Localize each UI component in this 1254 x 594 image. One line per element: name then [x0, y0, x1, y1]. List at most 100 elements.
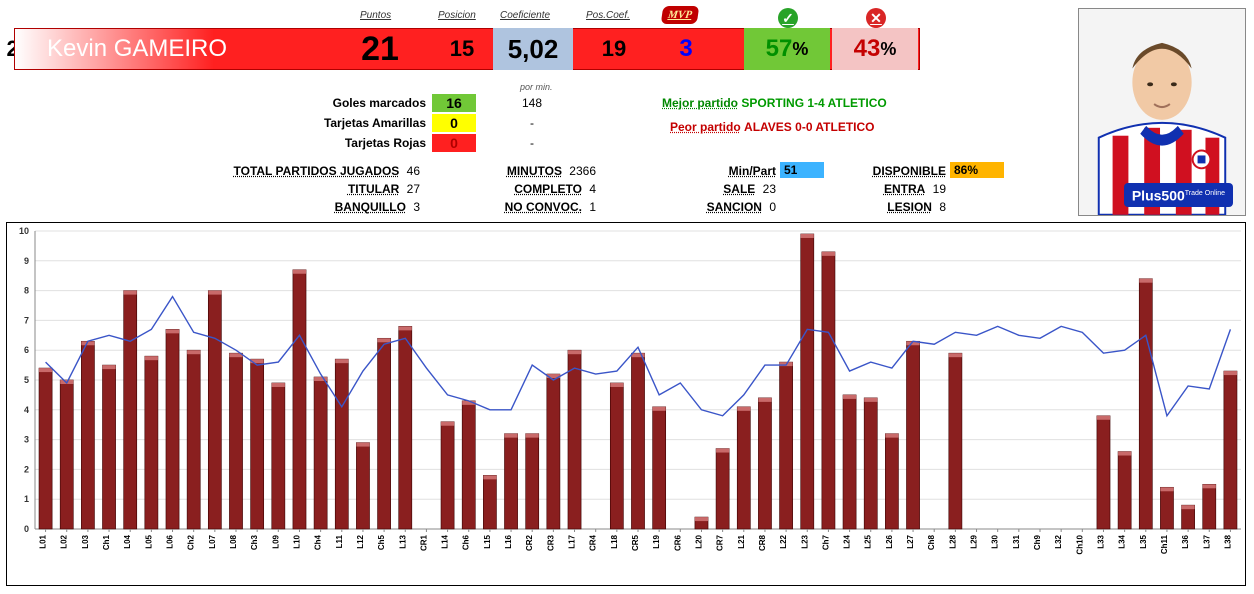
x-label: L15: [483, 534, 492, 548]
x-label: L02: [60, 534, 69, 548]
lbl-total-partidos: TOTAL PARTIDOS JUGADOS: [234, 164, 400, 178]
bar: [441, 422, 454, 529]
hdr-coeficiente: Coeficiente: [500, 10, 550, 21]
lbl-entra: ENTRA: [884, 182, 925, 196]
bar: [780, 362, 793, 529]
val-rojas: 0: [432, 134, 476, 152]
x-label: Ch4: [314, 534, 323, 550]
x-label: L09: [271, 534, 280, 548]
val-amarillas: 0: [432, 114, 476, 132]
x-label: L33: [1096, 534, 1105, 548]
x-label: L29: [970, 534, 979, 548]
val-sancion: 0: [769, 200, 776, 214]
lbl-peor: Peor partido: [670, 120, 741, 134]
lbl-completo: COMPLETO: [514, 182, 582, 196]
bar: [1224, 371, 1237, 529]
x-label: Ch9: [1033, 534, 1042, 550]
val-goles: 16: [432, 94, 476, 112]
val-completo: 4: [589, 182, 596, 196]
x-label: L08: [229, 534, 238, 548]
bar: [822, 252, 835, 529]
x-label: L05: [144, 534, 153, 548]
bar: [716, 449, 729, 529]
val-lesion: 8: [939, 200, 946, 214]
lbl-goles: Goles marcados: [333, 96, 426, 110]
x-label: L11: [335, 534, 344, 548]
bar: [166, 329, 179, 529]
x-label: L32: [1054, 534, 1063, 548]
x-label: CR8: [758, 534, 767, 551]
x-label: L28: [948, 534, 957, 548]
x-label: Ch7: [821, 534, 830, 550]
x-label: L36: [1181, 534, 1190, 548]
x-label: CR7: [716, 534, 725, 551]
x-label: CR1: [419, 534, 428, 551]
x-label: Ch3: [250, 534, 259, 550]
x-label: L23: [800, 534, 809, 548]
x-label: CR5: [631, 534, 640, 551]
lbl-minutos: MINUTOS: [507, 164, 562, 178]
bar: [145, 356, 158, 529]
x-label: Ch1: [102, 534, 111, 550]
val-disponible: 86%: [950, 162, 1004, 178]
bar: [547, 374, 560, 529]
x-label: L35: [1139, 534, 1148, 548]
lbl-mejor: Mejor partido: [662, 96, 738, 110]
val-minpart: 51: [780, 162, 824, 178]
svg-text:2: 2: [24, 464, 29, 474]
bar: [758, 398, 771, 529]
val-sale: 23: [763, 182, 776, 196]
player-photo: Plus500Trade Online: [1078, 8, 1246, 216]
x-label: Ch5: [377, 534, 386, 550]
banner-mvp: 3: [658, 28, 714, 70]
x-label: L27: [906, 534, 915, 548]
lbl-banquillo: BANQUILLO: [335, 200, 406, 214]
x-label: L20: [694, 534, 703, 548]
x-label: L34: [1118, 534, 1127, 548]
x-label: L37: [1202, 534, 1211, 548]
lbl-minpart: Min/Part: [729, 164, 776, 178]
bar: [293, 270, 306, 529]
x-label: L16: [504, 534, 513, 548]
bar: [568, 350, 581, 529]
val-mejor: SPORTING 1-4 ATLETICO: [741, 96, 886, 110]
banner-pos_coef: 19: [586, 28, 642, 70]
svg-text:5: 5: [24, 375, 29, 385]
svg-text:10: 10: [19, 226, 29, 236]
lbl-amarillas: Tarjetas Amarillas: [324, 116, 426, 130]
bar: [1118, 452, 1131, 529]
val-entra: 19: [933, 182, 946, 196]
bar: [1203, 484, 1216, 529]
val-goles-permin: 148: [522, 96, 542, 110]
bar: [610, 383, 623, 529]
bar: [229, 353, 242, 529]
banner-ok_pct: 57%: [744, 28, 830, 70]
x-label: L03: [81, 534, 90, 548]
x-label: Ch10: [1075, 534, 1084, 554]
x-label: L21: [737, 534, 746, 548]
bar: [251, 359, 264, 529]
x-label: CR3: [546, 534, 555, 551]
bar: [39, 368, 52, 529]
x-label: L04: [123, 534, 132, 548]
x-label: L18: [610, 534, 619, 548]
bar: [526, 434, 539, 529]
bar: [335, 359, 348, 529]
x-label: CR6: [673, 534, 682, 551]
val-minutos: 2366: [569, 164, 596, 178]
lbl-sale: SALE: [723, 182, 755, 196]
x-label: L14: [441, 534, 450, 548]
x-label: L12: [356, 534, 365, 548]
banner-posicion: 15: [434, 28, 490, 70]
val-noconvoc: 1: [589, 200, 596, 214]
bar: [1182, 505, 1195, 529]
x-label: L13: [398, 534, 407, 548]
x-label: Ch2: [187, 534, 196, 550]
svg-text:3: 3: [24, 435, 29, 445]
bar: [124, 291, 137, 529]
bar: [1139, 279, 1152, 529]
player-name: Kevin GAMEIRO: [15, 28, 227, 70]
svg-text:1: 1: [24, 494, 29, 504]
bar: [653, 407, 666, 529]
bar: [483, 475, 496, 529]
